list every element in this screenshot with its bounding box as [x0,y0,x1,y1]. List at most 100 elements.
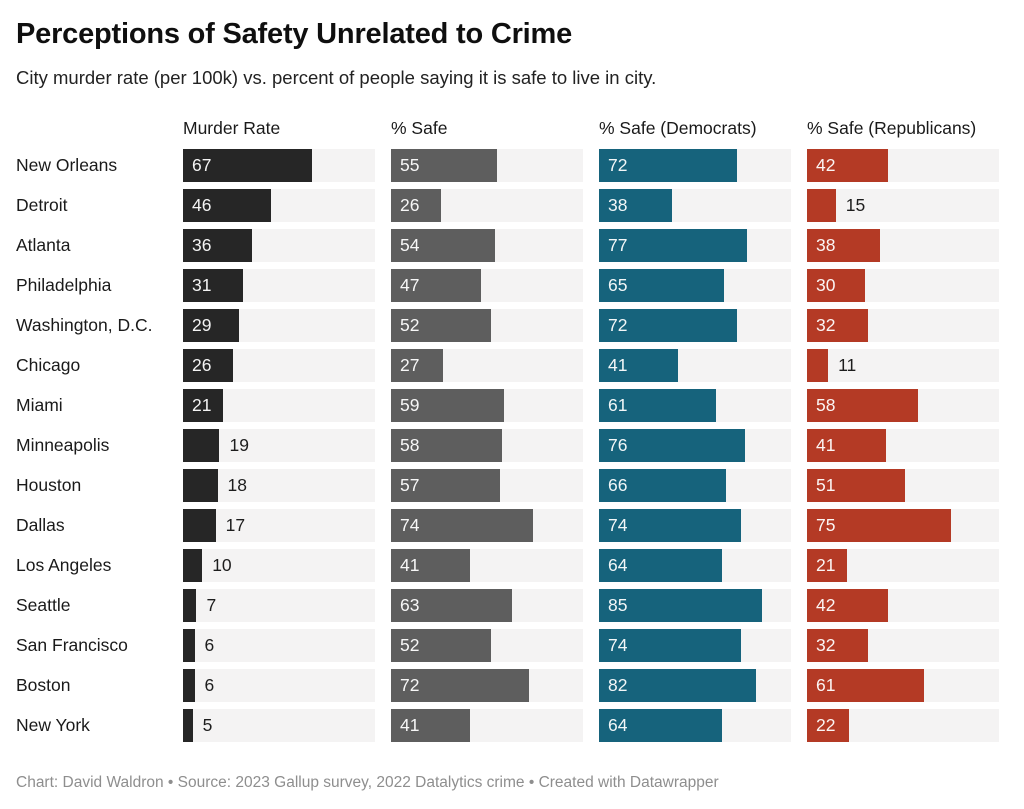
bar-cell-safe: 26 [391,189,583,222]
bar-value-label: 32 [816,635,836,655]
bar-cell-safe: 52 [391,309,583,342]
bar-value-label: 55 [400,155,420,175]
bar-safe: 63 [391,589,512,622]
bar-track: 61 [599,389,791,422]
bar-value-label: 10 [212,555,232,575]
bar-safe-republicans: 38 [807,229,880,262]
bar-track: 26 [183,349,375,382]
bar-cell-safe: 47 [391,269,583,302]
bar-track: 17 [183,509,375,542]
bar-track: 77 [599,229,791,262]
bar-cell-safe-republicans: 51 [807,469,999,502]
bar-safe: 74 [391,509,534,542]
bar-value-label: 32 [816,315,836,335]
bar-track: 41 [599,349,791,382]
bar-safe-republicans [807,189,836,222]
row-label: Chicago [16,355,81,375]
bar-murder-rate: 26 [183,349,233,382]
bar-safe: 54 [391,229,495,262]
bar-cell-safe-democrats: 72 [599,149,791,182]
bar-murder-rate [183,709,193,742]
bar-track: 26 [391,189,583,222]
bar-cell-safe-republicans: 42 [807,589,999,622]
bar-safe: 52 [391,309,491,342]
bar-track: 5 [183,709,375,742]
bar-safe-republicans: 32 [807,629,869,662]
bar-track: 41 [391,709,583,742]
bar-value-label: 5 [202,715,213,735]
bar-cell-safe-republicans: 32 [807,309,999,342]
bar-cell-safe-republicans: 75 [807,509,999,542]
bar-safe: 26 [391,189,441,222]
bar-cell-murder-rate: 6 [183,669,375,702]
bar-safe-republicans: 58 [807,389,919,422]
bar-safe-republicans: 21 [807,549,848,582]
bar-safe-democrats: 41 [599,349,678,382]
bar-track: 82 [599,669,791,702]
bar-safe: 72 [391,669,530,702]
row-label: New York [16,715,90,735]
column-header-murder-rate: Murder Rate [183,118,281,138]
bar-cell-murder-rate: 26 [183,349,375,382]
bar-track: 21 [183,389,375,422]
row-label: Los Angeles [16,555,112,575]
bar-value-label: 76 [608,435,628,455]
bar-value-label: 31 [192,275,212,295]
bar-track: 64 [599,549,791,582]
bar-value-label: 74 [400,515,420,535]
bar-cell-safe-republicans: 42 [807,149,999,182]
bar-cell-murder-rate: 5 [183,709,375,742]
bar-value-label: 6 [204,675,215,695]
bar-track: 31 [183,269,375,302]
row-label: Minneapolis [16,435,110,455]
bar-safe-democrats: 38 [599,189,672,222]
bar-track: 19 [183,429,375,462]
bar-safe-democrats: 82 [599,669,757,702]
bar-cell-safe: 58 [391,429,583,462]
bar-cell-safe-democrats: 64 [599,709,791,742]
bar-value-label: 82 [608,675,628,695]
bar-value-label: 11 [838,355,857,375]
bar-safe: 47 [391,269,482,302]
bar-cell-safe: 41 [391,709,583,742]
bar-value-label: 61 [608,395,628,415]
bar-cell-murder-rate: 18 [183,469,375,502]
bar-cell-safe-republicans: 30 [807,269,999,302]
row-label: Philadelphia [16,275,112,295]
bar-track: 74 [599,629,791,662]
bar-track: 75 [807,509,999,542]
bar-murder-rate [183,469,218,502]
bar-value-label: 6 [204,635,215,655]
bar-track: 58 [807,389,999,422]
bar-track: 74 [599,509,791,542]
bar-cell-safe-democrats: 76 [599,429,791,462]
bar-cell-safe: 59 [391,389,583,422]
bar-cell-safe-republicans: 58 [807,389,999,422]
row-label: New Orleans [16,155,118,175]
bar-track: 54 [391,229,583,262]
bar-murder-rate [183,589,197,622]
bar-track: 15 [807,189,999,222]
bar-track: 21 [807,549,999,582]
bar-track: 85 [599,589,791,622]
column-header-safe: % Safe [391,118,448,138]
bar-cell-safe-republicans: 11 [807,349,999,382]
bar-track: 42 [807,589,999,622]
bar-safe-democrats: 85 [599,589,763,622]
bar-safe: 27 [391,349,443,382]
bar-value-label: 52 [400,315,420,335]
bar-track: 42 [807,149,999,182]
bar-track: 74 [391,509,583,542]
page-title: Perceptions of Safety Unrelated to Crime [16,18,573,50]
bar-track: 32 [807,309,999,342]
bar-cell-safe: 55 [391,149,583,182]
bar-cell-safe: 27 [391,349,583,382]
bar-value-label: 75 [816,515,836,535]
bar-value-label: 15 [845,195,866,215]
bar-value-label: 27 [400,355,420,375]
bar-track: 64 [599,709,791,742]
bar-value-label: 46 [192,195,212,215]
bar-track: 72 [599,309,791,342]
bar-cell-murder-rate: 29 [183,309,375,342]
bar-value-label: 42 [816,595,836,615]
